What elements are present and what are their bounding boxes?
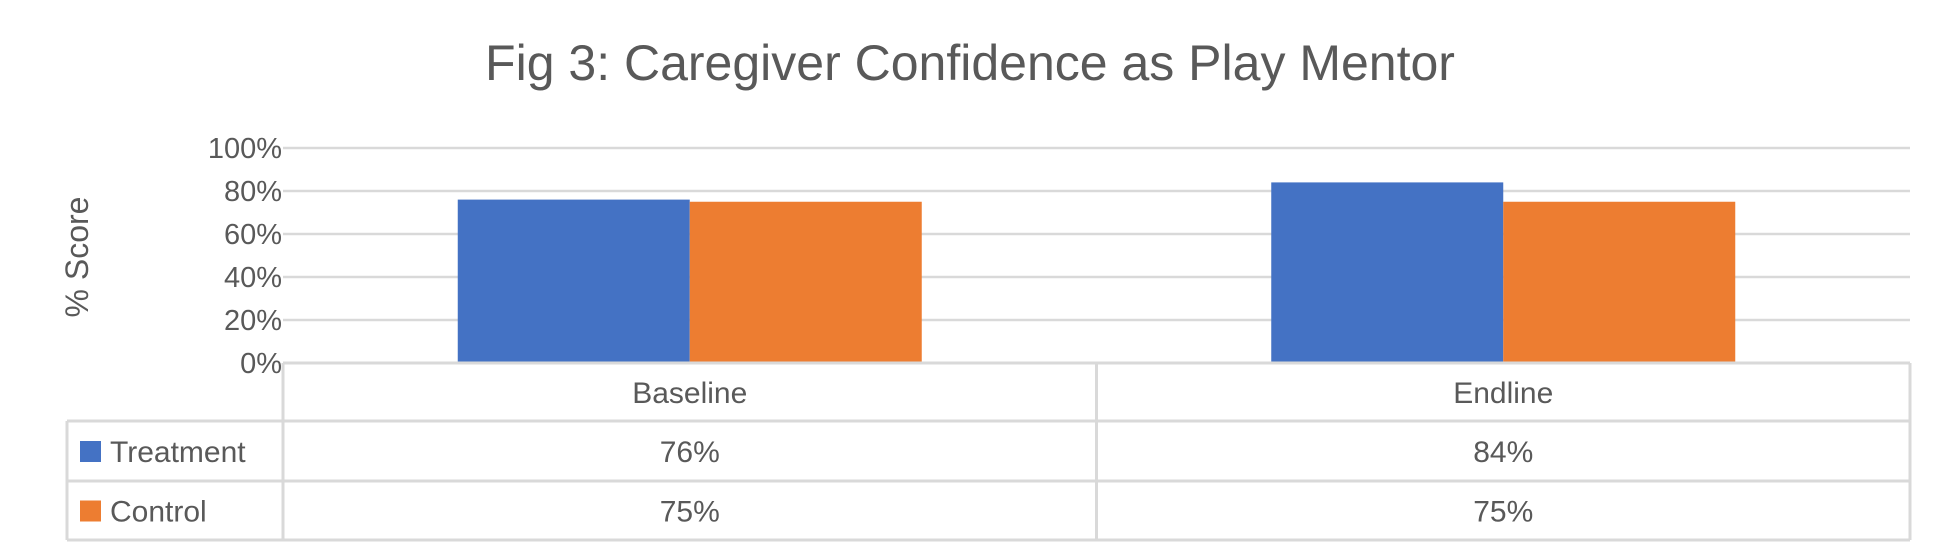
- data-table: Baseline Endline Treatment 76% 84% Control 75%…: [65, 361, 1912, 542]
- y-tick-label: 20%: [224, 305, 282, 337]
- y-axis-label: % Score: [59, 197, 95, 318]
- bar-control-endline: [1503, 201, 1736, 363]
- bars: [457, 182, 1736, 363]
- data-label: 84%: [1473, 436, 1533, 469]
- y-tick-label: 100%: [208, 133, 282, 165]
- chart-title: Fig 3: Caregiver Confidence as Play Ment…: [485, 35, 1455, 91]
- data-label: 76%: [660, 436, 720, 469]
- y-tick-label: 40%: [224, 262, 282, 294]
- data-label: 75%: [660, 496, 720, 529]
- bar-control-baseline: [689, 201, 922, 363]
- y-tick-label: 60%: [224, 219, 282, 251]
- legend-swatch: [80, 500, 101, 522]
- data-label: 75%: [1473, 496, 1533, 529]
- y-axis-ticks: 0% 20% 40% 60% 80% 100%: [208, 133, 282, 380]
- legend-swatch: [80, 441, 101, 462]
- category-label: Baseline: [632, 377, 747, 410]
- bar-treatment-baseline: [457, 199, 690, 363]
- y-tick-label: 80%: [224, 176, 282, 208]
- bar-treatment-endline: [1271, 182, 1504, 363]
- legend-label: Control: [110, 496, 207, 529]
- y-tick-label: 0%: [240, 348, 282, 380]
- legend-label: Treatment: [110, 436, 246, 469]
- category-label: Endline: [1453, 377, 1553, 410]
